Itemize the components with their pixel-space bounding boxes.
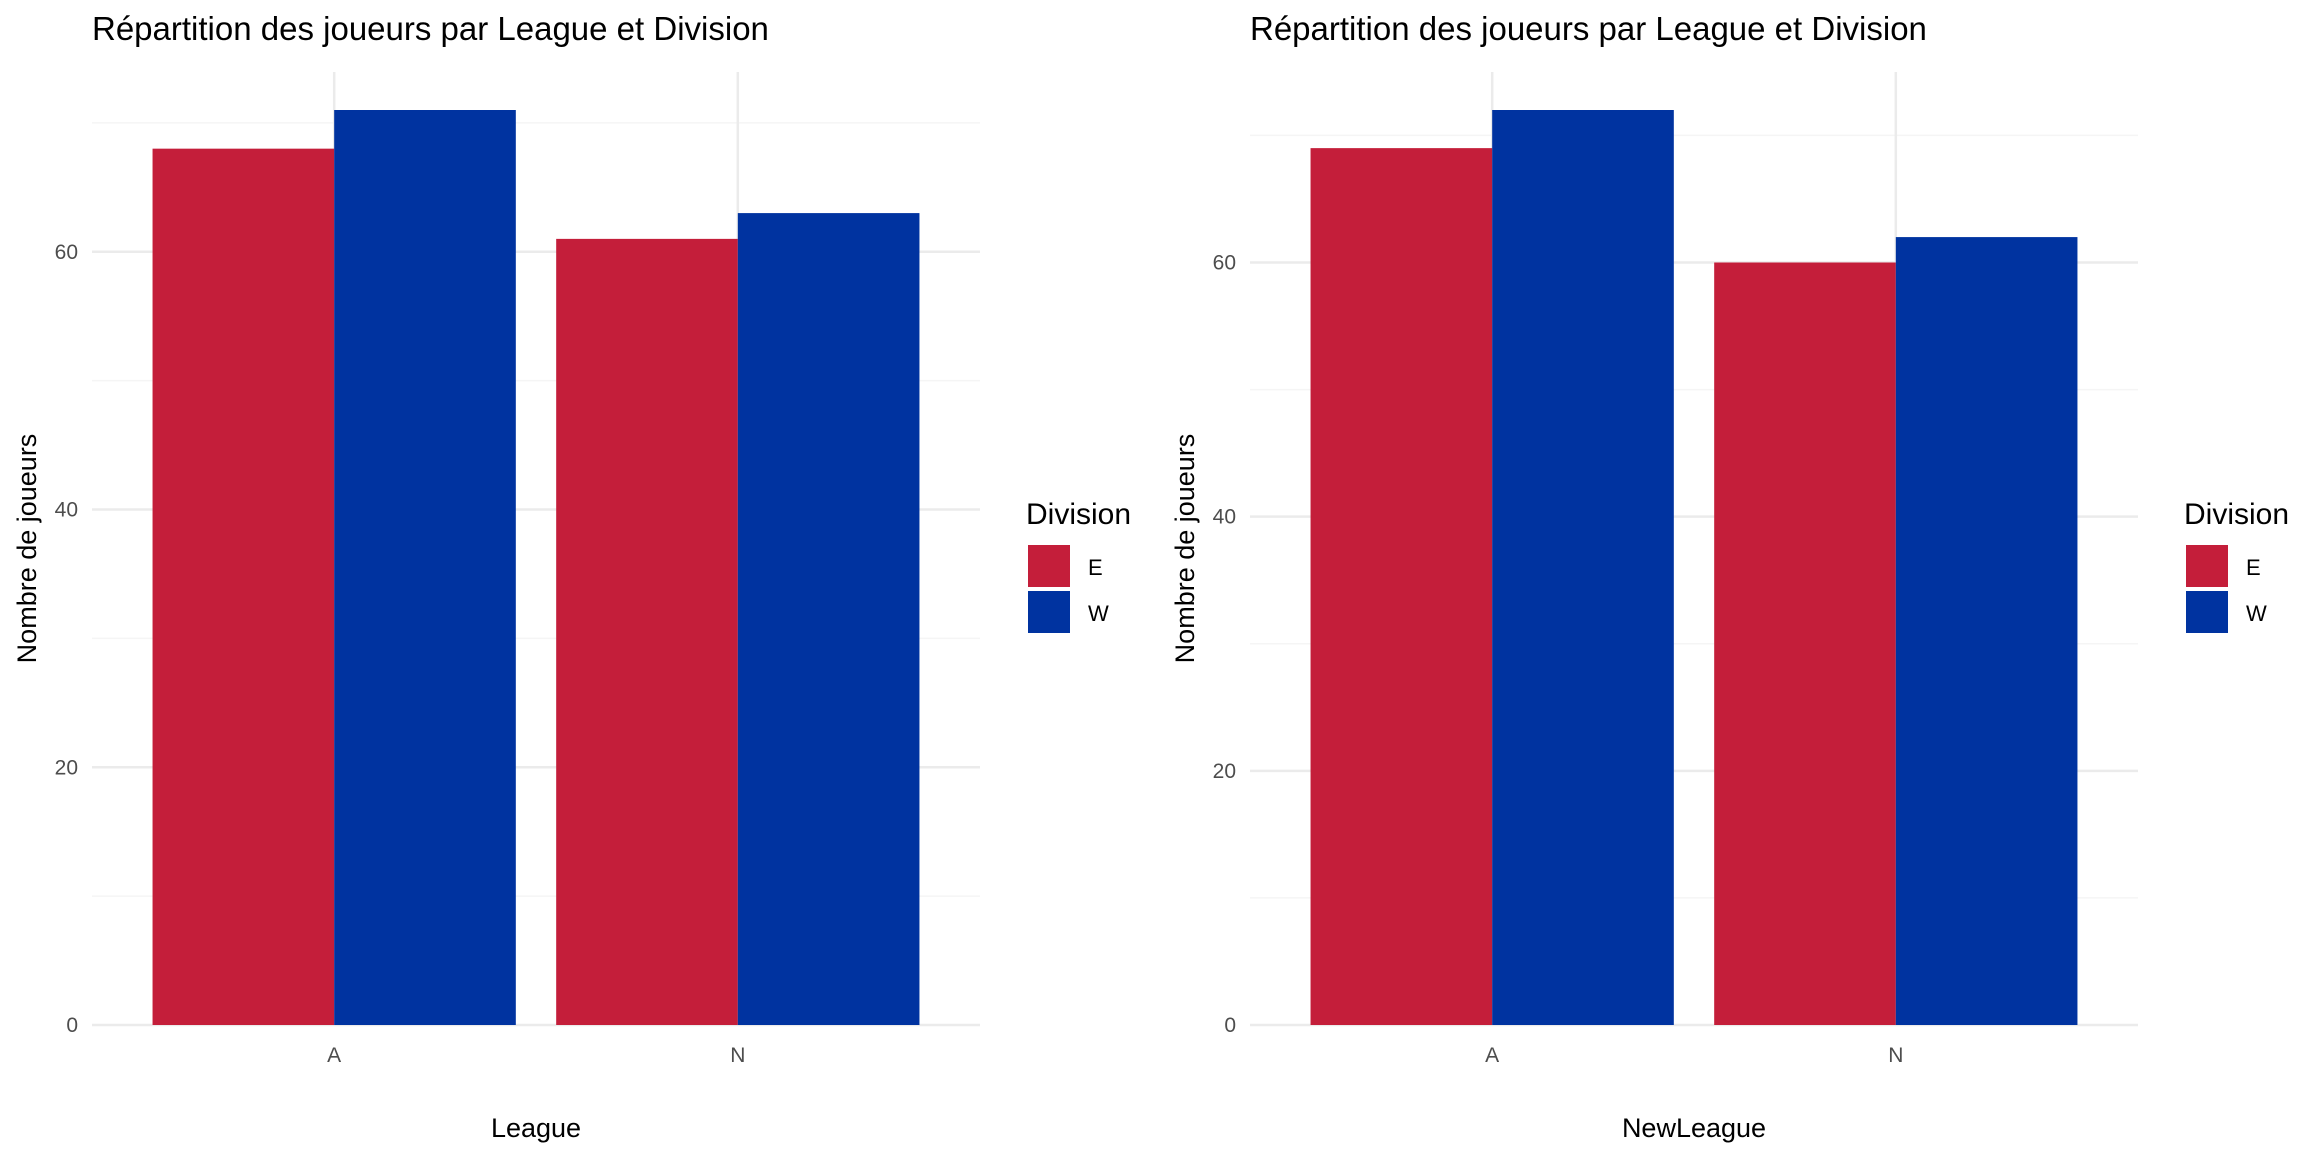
- bar-A-E: [152, 148, 335, 1025]
- y-tick-label: 40: [55, 499, 78, 522]
- bar-A-W: [334, 110, 516, 1025]
- legend-label-W: W: [1088, 601, 1109, 626]
- y-tick-label: 60: [1213, 252, 1236, 275]
- chart-panel-2: 0 20 40 60 A N Répartition des joueurs par Lea…: [1170, 10, 2289, 1143]
- legend-title: Division: [1026, 498, 1131, 531]
- chart-title: Répartition des joueurs par League et Di…: [1250, 10, 1927, 47]
- y-tick-label: 0: [1224, 1014, 1236, 1037]
- legend-title: Division: [2184, 498, 2289, 531]
- chart-title: Répartition des joueurs par League et Di…: [92, 10, 769, 47]
- x-tick-label: A: [1485, 1044, 1499, 1067]
- bar-N-W: [737, 213, 920, 1026]
- x-tick-label: A: [327, 1044, 341, 1067]
- bar-N-W: [1895, 237, 2078, 1026]
- legend-label-E: E: [2246, 555, 2261, 580]
- x-axis-title: NewLeague: [1622, 1113, 1766, 1143]
- legend: Division EW: [1026, 498, 1131, 633]
- y-tick-label: 20: [1213, 760, 1236, 783]
- legend-key-E: [2186, 545, 2228, 587]
- y-axis-title: Nombre de joueurs: [12, 434, 42, 664]
- y-tick-label: 0: [66, 1014, 78, 1037]
- legend-key-W: [2186, 591, 2228, 633]
- legend-label-E: E: [1088, 555, 1103, 580]
- y-tick-label: 20: [55, 756, 78, 779]
- legend: Division EW: [2184, 498, 2289, 633]
- bar-N-E: [556, 238, 738, 1026]
- chart-panel-1: 0 20 40 60 A N Répartition des joueurs par Lea…: [12, 10, 1131, 1143]
- legend-key-E: [1028, 545, 1070, 587]
- legend-key-W: [1028, 591, 1070, 633]
- y-tick-label: 40: [1213, 506, 1236, 529]
- bar-A-E: [1310, 148, 1493, 1025]
- x-tick-label: N: [730, 1044, 745, 1067]
- bar-A-W: [1492, 110, 1674, 1025]
- bar-N-E: [1714, 262, 1896, 1025]
- x-tick-label: N: [1888, 1044, 1903, 1067]
- y-axis-title: Nombre de joueurs: [1170, 434, 1200, 664]
- legend-label-W: W: [2246, 601, 2267, 626]
- y-tick-label: 60: [55, 241, 78, 264]
- x-axis-title: League: [491, 1113, 581, 1143]
